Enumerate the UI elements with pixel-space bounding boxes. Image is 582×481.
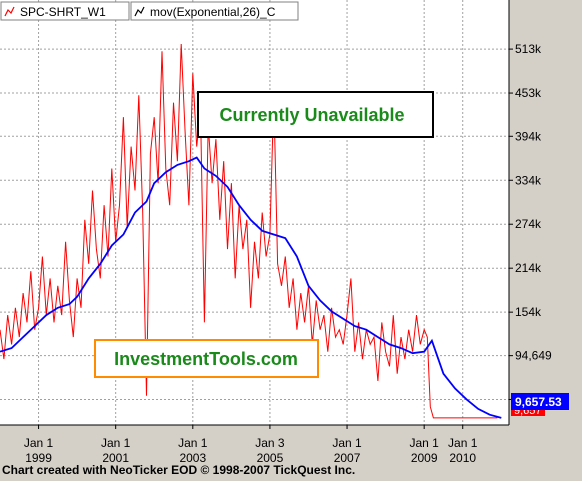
x-tick-label-line2: 2007	[334, 451, 361, 465]
legend-item-1-box	[0, 1, 130, 21]
last-value-labels: 9,657 9,657.53	[511, 393, 569, 417]
series-exp-moving-average	[0, 156, 502, 419]
x-tick-label-line1: Jan 1	[448, 436, 478, 450]
last-value-blue-box	[511, 393, 569, 410]
x-tick-label-line1: Jan 1	[24, 436, 54, 450]
x-tick-label-line2: 2009	[411, 451, 438, 465]
y-tick-label: 513k	[515, 42, 542, 56]
unavailable-text: Currently Unavailable	[219, 105, 404, 125]
unavailable-box: Currently Unavailable	[197, 91, 434, 138]
x-tick-label-line1: Jan 1	[409, 436, 439, 450]
x-tick-label-line1: Jan 3	[255, 436, 285, 450]
series-spc-shrt-w1	[0, 43, 498, 419]
x-tick-label-line2: 2003	[179, 451, 206, 465]
y-tick-label: 94,649	[515, 349, 552, 363]
series-line-blue	[0, 156, 502, 419]
line-icon	[4, 6, 15, 17]
vertical-grid	[38, 0, 464, 425]
line-icon	[134, 6, 145, 17]
last-value-blue-text: 9,657.53	[515, 395, 562, 409]
y-tick-label: 274k	[515, 217, 542, 231]
y-tick-label: 453k	[515, 86, 542, 100]
x-tick-label-line2: 2001	[102, 451, 129, 465]
x-tick-label-line1: Jan 1	[101, 436, 131, 450]
watermark-frame	[94, 339, 319, 378]
legend: SPC-SHRT_W1 mov(Exponential,26)_C	[0, 1, 299, 21]
x-tick-label-line1: Jan 1	[178, 436, 208, 450]
y-tick-label: 154k	[515, 305, 542, 319]
legend-item-2-label: mov(Exponential,26)_C	[150, 5, 276, 19]
footer-credit: Chart created with NeoTicker EOD © 1998-…	[2, 463, 356, 477]
x-tick-label-line2: 1999	[25, 451, 52, 465]
x-tick-label-line2: 2005	[257, 451, 284, 465]
watermark-text: InvestmentTools.com	[114, 349, 298, 369]
legend-item-2-box	[130, 1, 299, 21]
series-line-red	[0, 43, 498, 419]
x-tick-label-line1: Jan 1	[332, 436, 362, 450]
y-tick-label: 334k	[515, 173, 542, 187]
legend-item-1-label: SPC-SHRT_W1	[20, 5, 106, 19]
watermark-box: InvestmentTools.com	[94, 339, 319, 378]
y-tick-label: 394k	[515, 129, 542, 143]
x-tick-label-line2: 2010	[449, 451, 476, 465]
y-tick-label: 214k	[515, 261, 542, 275]
unavailable-box-frame	[197, 91, 434, 138]
